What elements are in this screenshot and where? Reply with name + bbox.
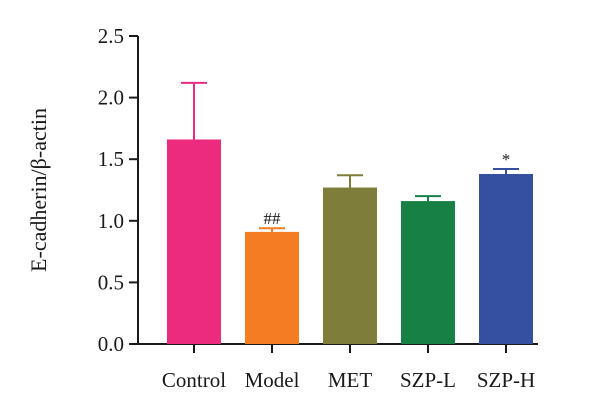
x-category-label: Model: [245, 368, 300, 392]
y-tick-label: 2.5: [98, 24, 124, 48]
y-tick-label: 0.0: [98, 332, 124, 356]
plot-area: 0.0 0.5 1.0 1.5 2.0 2.5 Control Model ## MET SZP-L…: [98, 24, 538, 392]
significance-mark: ##: [264, 209, 282, 228]
x-category-label: MET: [328, 368, 373, 392]
y-axis-title: E-cadherin/β-actin: [26, 108, 51, 272]
y-tick-label: 0.5: [98, 270, 124, 294]
x-category-label: SZP-H: [477, 368, 535, 392]
x-category-label: SZP-L: [400, 368, 456, 392]
y-tick-label: 1.0: [98, 209, 124, 233]
bar-model: [245, 231, 299, 344]
bar-szp-l: [401, 201, 455, 344]
y-tick-label: 1.5: [98, 147, 124, 171]
x-category-label: Control: [162, 368, 226, 392]
bar-szp-h: [479, 173, 533, 344]
significance-mark: *: [502, 150, 511, 169]
bar-met: [323, 187, 377, 344]
y-tick-label: 2.0: [98, 86, 124, 110]
bar-control: [167, 139, 221, 344]
